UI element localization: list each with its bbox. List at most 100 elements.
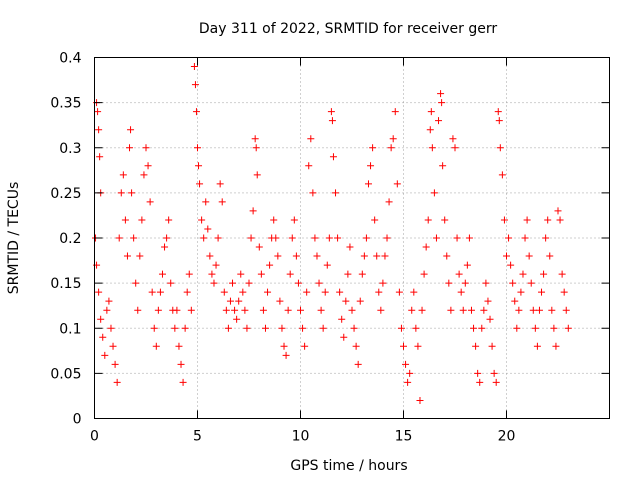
data-point [538,288,546,296]
data-point [136,252,144,260]
data-point [237,270,245,278]
data-point [202,198,210,206]
data-point [391,108,399,116]
data-point [517,288,525,296]
data-point [350,324,358,332]
data-point [261,324,269,332]
data-point [179,378,187,386]
x-tick-label: 0 [90,429,99,445]
data-point [492,378,500,386]
data-point [233,315,241,323]
x-tick-label: 10 [292,429,310,445]
data-point [115,234,123,242]
data-point [494,108,502,116]
data-point [107,324,115,332]
data-point [356,297,364,305]
data-point [412,324,420,332]
data-point [95,126,103,134]
data-point [408,306,416,314]
data-point [467,306,475,314]
data-point [395,288,403,296]
chart-title: Day 311 of 2022, SRMTID for receiver ger… [199,21,497,37]
data-point [373,252,381,260]
data-point [416,396,424,404]
data-point [461,279,469,287]
data-point [146,198,154,206]
data-point [364,180,372,188]
data-point [288,234,296,242]
data-point [529,306,537,314]
data-point [317,306,325,314]
data-point [435,117,443,125]
x-tick-labels: 0 5 10 15 20 [90,429,515,445]
data-point [319,324,327,332]
data-point [521,234,529,242]
data-point [437,90,445,98]
data-point [540,270,548,278]
data-point [241,306,249,314]
data-point [220,288,228,296]
data-point [222,306,230,314]
data-point [511,297,519,305]
y-tick-label: 0.25 [50,186,81,202]
data-point [418,306,426,314]
data-point [385,198,393,206]
data-point [212,261,220,269]
data-point [490,369,498,377]
data-point [181,324,189,332]
data-point [276,297,284,305]
data-point [95,288,103,296]
data-point [344,270,352,278]
data-point [336,288,344,296]
data-point [449,135,457,143]
data-point [470,324,478,332]
data-point [457,288,465,296]
data-point [352,342,360,350]
data-point [264,288,272,296]
data-point [426,126,434,134]
data-point [519,270,527,278]
data-point [150,324,158,332]
plot-frame [94,57,610,419]
data-point [299,324,307,332]
data-point [152,342,160,350]
data-point [445,279,453,287]
data-point [542,234,550,242]
data-point [476,378,484,386]
data-point [393,180,401,188]
data-point [453,234,461,242]
data-point [358,270,366,278]
data-point [474,369,482,377]
data-point [105,297,113,305]
data-point [278,324,286,332]
data-point [375,288,383,296]
data-point [282,351,290,359]
data-point [305,162,313,170]
y-axis-label: SRMTID / TECUs [6,182,22,295]
data-point [432,234,440,242]
data-point [284,306,292,314]
data-point [148,288,156,296]
data-point [158,270,166,278]
data-point [424,216,432,224]
data-point [552,342,560,350]
data-point [315,279,323,287]
x-tick-label: 15 [395,429,413,445]
data-point [126,144,134,152]
data-point [210,279,218,287]
data-point [163,234,171,242]
data-point [400,342,407,350]
data-point [167,279,175,287]
data-point [185,270,193,278]
data-point [478,324,486,332]
data-point [420,270,428,278]
data-point [459,306,467,314]
data-point [196,180,204,188]
data-point [321,288,329,296]
data-point [127,126,135,134]
data-point [334,234,342,242]
data-point [177,360,185,368]
data-point [297,306,304,314]
data-point [231,306,239,314]
